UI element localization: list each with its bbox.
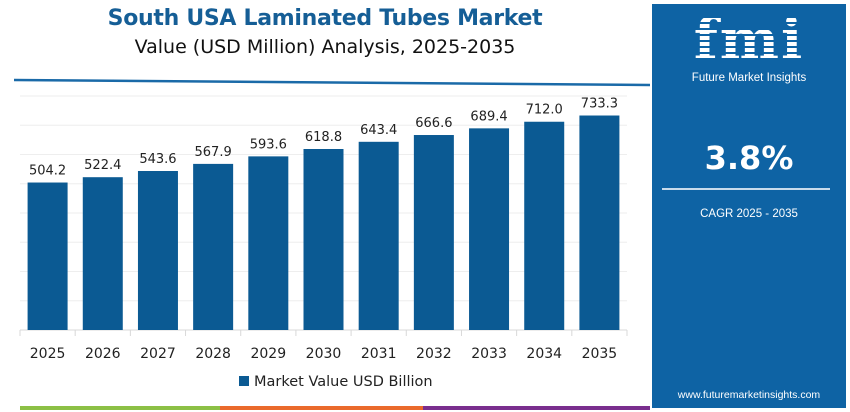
x-tick-label-2033: 2033 — [471, 346, 507, 362]
legend-label: Market Value USD Billion — [254, 374, 433, 390]
website-link[interactable]: www.futuremarketinsights.com — [677, 389, 821, 401]
x-tick-label-2026: 2026 — [85, 346, 121, 362]
data-label-2030: 618.8 — [305, 130, 342, 145]
data-label-2026: 522.4 — [84, 158, 121, 173]
data-label-2032: 666.6 — [415, 116, 452, 131]
fmi-logo: fmi — [652, 12, 846, 68]
info-panel: fmi Future Market Insights 3.8% CAGR 202… — [652, 4, 846, 408]
x-tick-label-2028: 2028 — [195, 346, 231, 362]
title-underline — [13, 78, 650, 87]
footer-strip-green — [20, 406, 220, 410]
bar-2026 — [82, 177, 123, 330]
chart-title: South USA Laminated Tubes Market — [107, 6, 543, 31]
data-label-2027: 543.6 — [139, 152, 176, 167]
logo-subtitle: Future Market Insights — [691, 72, 807, 84]
data-label-2031: 643.4 — [360, 123, 397, 138]
bar-chart: 504.2 522.4 543.6 567.9 593.6 618.8 643.4 666.6… — [13, 78, 650, 390]
x-tick-label-2034: 2034 — [526, 346, 562, 362]
bar-2031 — [358, 141, 399, 330]
bar-2030 — [303, 149, 344, 330]
bar-2032 — [413, 135, 454, 330]
bar-2028 — [193, 163, 234, 330]
chart-subtitle: Value (USD Million) Analysis, 2025-2035 — [134, 36, 516, 58]
data-label-2035: 733.3 — [581, 97, 618, 112]
data-label-2033: 689.4 — [470, 109, 507, 124]
x-tick-label-2027: 2027 — [140, 346, 176, 362]
bar-2029 — [248, 156, 289, 330]
x-tick-label-2031: 2031 — [361, 346, 397, 362]
x-tick-label-2025: 2025 — [30, 346, 66, 362]
footer-strip-purple — [423, 406, 650, 410]
x-tick-label-2035: 2035 — [582, 346, 618, 362]
divider — [662, 188, 830, 190]
footer-strip-orange — [220, 406, 423, 410]
bar-2034 — [524, 121, 565, 331]
x-tick-label-2030: 2030 — [306, 346, 342, 362]
data-label-2028: 567.9 — [195, 145, 232, 160]
x-tick-label-2032: 2032 — [416, 346, 452, 362]
data-label-2029: 593.6 — [250, 137, 287, 152]
data-label-2025: 504.2 — [29, 164, 66, 179]
bar-2033 — [469, 128, 510, 330]
bar-2035 — [579, 115, 620, 330]
cagr-label: CAGR 2025 - 2035 — [700, 208, 798, 220]
x-tick-label-2029: 2029 — [250, 346, 286, 362]
legend-swatch — [239, 376, 249, 386]
cagr-value: 3.8% — [704, 139, 794, 177]
data-label-2034: 712.0 — [526, 103, 563, 118]
bar-2027 — [137, 170, 178, 330]
bar-2025 — [27, 182, 68, 330]
